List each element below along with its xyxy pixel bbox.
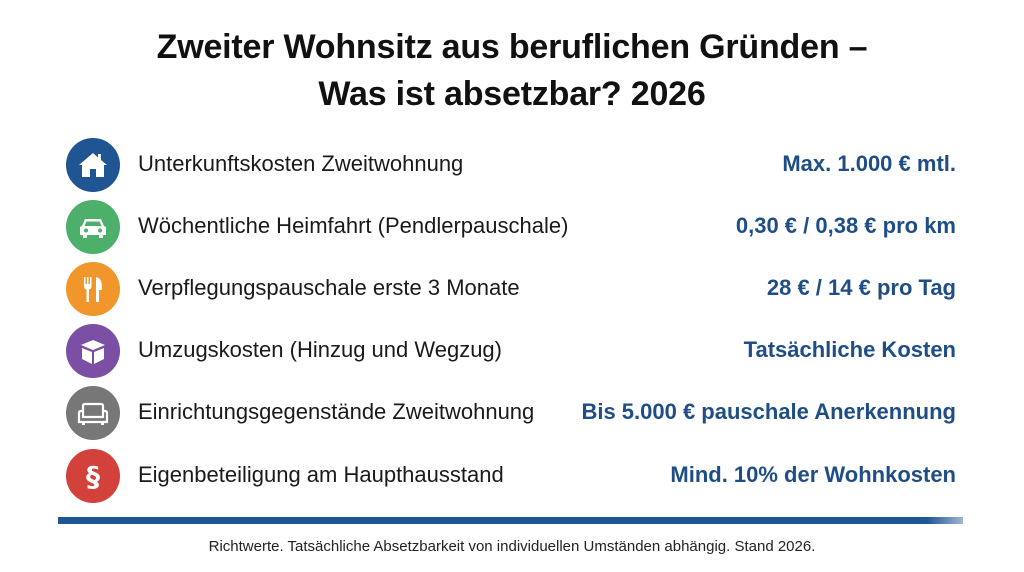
armchair-icon — [66, 386, 120, 440]
item-label: Wöchentliche Heimfahrt (Pendlerpauschale… — [138, 213, 569, 238]
paragraph-icon: § — [66, 449, 120, 503]
item-value: Mind. 10% der Wohnkosten — [670, 462, 956, 487]
list-item: Unterkunftskosten Zweitwohnung Max. 1.00… — [66, 138, 956, 194]
item-label: Eigenbeteiligung am Haupthausstand — [138, 462, 504, 487]
title-line-1: Zweiter Wohnsitz aus beruflichen Gründen… — [156, 28, 868, 66]
car-icon — [66, 200, 120, 254]
item-label: Umzugskosten (Hinzug und Wegzug) — [138, 337, 502, 362]
list-item: Einrichtungsgegenstände Zweitwohnung Bis… — [66, 386, 956, 442]
item-label: Verpflegungspauschale erste 3 Monate — [138, 275, 520, 300]
svg-text:§: § — [86, 460, 100, 492]
page-title: Zweiter Wohnsitz aus beruflichen Gründen… — [0, 24, 1024, 118]
footer-note: Richtwerte. Tatsächliche Absetzbarkeit v… — [208, 538, 816, 555]
item-label: Einrichtungsgegenstände Zweitwohnung — [138, 399, 535, 424]
box-icon — [66, 324, 120, 378]
title-line-2: Was ist absetzbar? 2026 — [318, 75, 706, 113]
item-value: 28 € / 14 € pro Tag — [766, 275, 956, 300]
house-icon — [66, 138, 120, 192]
item-value: Tatsächliche Kosten — [743, 337, 956, 362]
divider — [58, 517, 963, 524]
item-label: Unterkunftskosten Zweitwohnung — [138, 151, 464, 176]
list-item: Verpflegungspauschale erste 3 Monate 28 … — [66, 262, 956, 318]
list-item: § Eigenbeteiligung am Haupthausstand Min… — [66, 449, 956, 505]
fork-knife-icon — [66, 262, 120, 316]
list-item: Umzugskosten (Hinzug und Wegzug) Tatsäch… — [66, 324, 956, 380]
list-item: Wöchentliche Heimfahrt (Pendlerpauschale… — [66, 200, 956, 256]
item-value: Max. 1.000 € mtl. — [782, 151, 956, 176]
item-value: Bis 5.000 € pauschale Anerkennung — [581, 399, 956, 424]
item-value: 0,30 € / 0,38 € pro km — [735, 213, 956, 238]
